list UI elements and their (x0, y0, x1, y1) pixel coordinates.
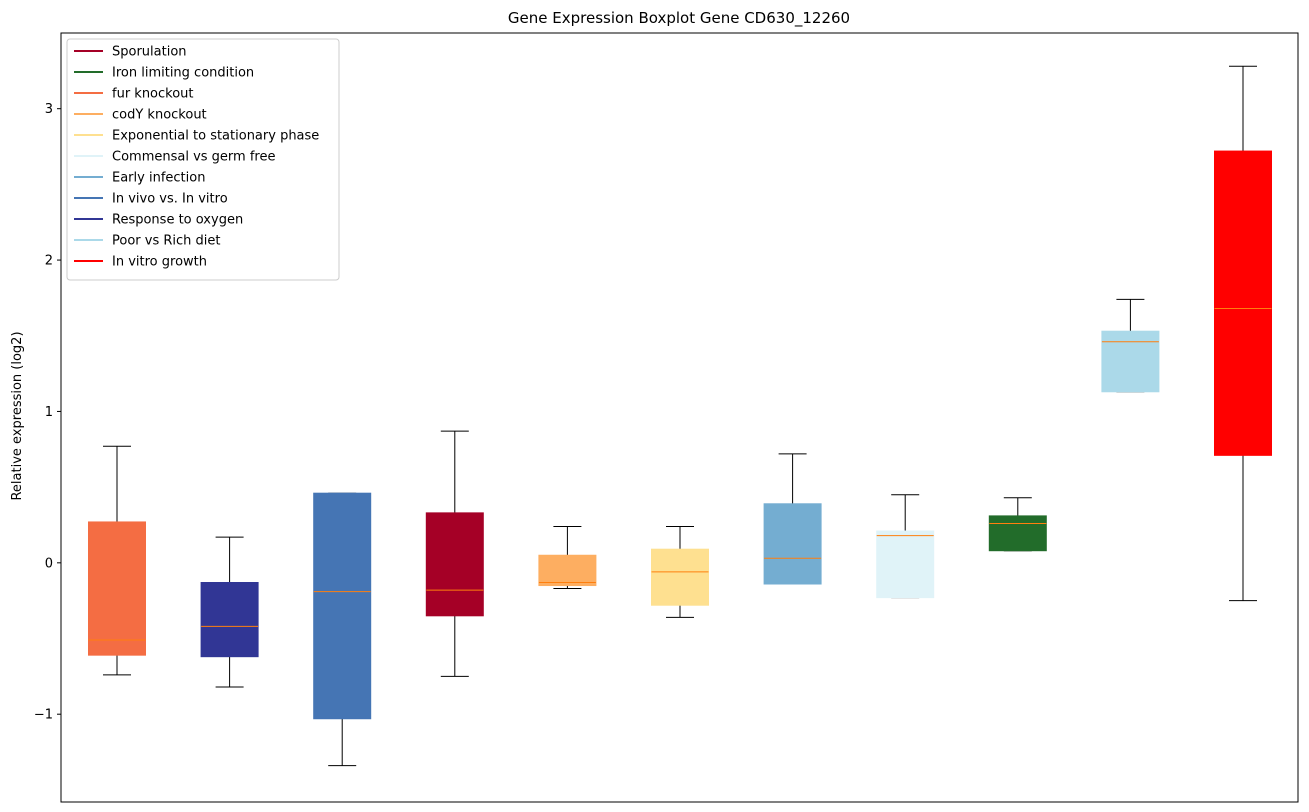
y-tick-label: 0 (45, 556, 53, 571)
box-cody-knockout (538, 525, 597, 590)
box-body (200, 582, 259, 658)
legend-entry: Poor vs Rich diet (74, 234, 220, 249)
y-tick-label: −1 (34, 708, 53, 723)
box-fur-knockout (88, 445, 146, 676)
legend-label: Early infection (112, 171, 205, 186)
box-sporulation (425, 430, 484, 677)
legend-entry: Sporulation (74, 45, 187, 60)
legend-entry: codY knockout (74, 108, 207, 123)
box-response-to-oxygen (200, 536, 259, 688)
legend-label: Iron limiting condition (112, 66, 254, 81)
box-in-vivo-vs-in-vitro (313, 492, 372, 767)
box-body (425, 512, 484, 617)
box-exponential-to-stationary-phase (651, 525, 709, 618)
box-body (88, 521, 146, 656)
box-in-vitro-growth (1214, 65, 1272, 602)
box-body (1101, 330, 1160, 393)
legend-label: Exponential to stationary phase (112, 129, 319, 144)
box-body (538, 554, 597, 587)
box-body (876, 530, 935, 599)
legend-label: fur knockout (112, 87, 194, 102)
legend-entry: Exponential to stationary phase (74, 129, 319, 144)
legend-entry: fur knockout (74, 87, 194, 102)
plot-area: −1 0 1 2 3 (34, 32, 1299, 803)
y-tick-label: 3 (45, 102, 53, 117)
box-body (763, 503, 822, 585)
legend-entry: Commensal vs germ free (74, 150, 275, 165)
box-poor-vs-rich-diet (1101, 298, 1160, 393)
chart-title: Gene Expression Boxplot Gene CD630_12260 (508, 9, 850, 28)
y-axis-label: Relative expression (log2) (10, 331, 25, 500)
legend-label: Response to oxygen (112, 213, 243, 228)
y-tick-label: 1 (45, 405, 53, 420)
legend-label: Sporulation (112, 45, 187, 60)
y-tick-label: 2 (45, 254, 53, 269)
plot-frame (60, 32, 1299, 803)
legend-label: Poor vs Rich diet (112, 234, 220, 249)
legend-entry: In vitro growth (74, 255, 207, 270)
legend-label: Commensal vs germ free (112, 150, 275, 165)
box-body (313, 492, 372, 720)
legend-entry: In vivo vs. In vitro (74, 192, 228, 207)
legend: Sporulation Iron limiting condition fur kn… (66, 38, 340, 281)
legend-label: In vivo vs. In vitro (112, 192, 228, 207)
legend-label: codY knockout (112, 108, 207, 123)
legend-entry: Iron limiting condition (74, 66, 254, 81)
legend-entry: Response to oxygen (74, 213, 243, 228)
legend-entry: Early infection (74, 171, 205, 186)
box-iron-limiting-condition (988, 497, 1047, 552)
box-early-infection (763, 453, 822, 585)
box-commensal-vs-germ-free (876, 494, 935, 599)
box-body (988, 515, 1047, 552)
legend-frame (66, 38, 340, 281)
box-body (651, 548, 709, 606)
box-body (1214, 150, 1272, 456)
legend-label: In vitro growth (112, 255, 207, 270)
